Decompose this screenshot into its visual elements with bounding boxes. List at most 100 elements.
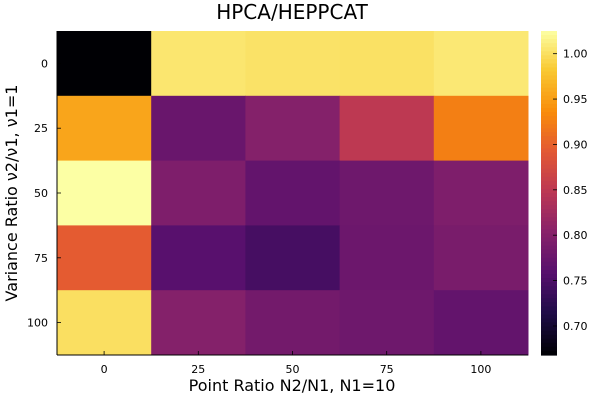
- colorbar-segment: [541, 205, 557, 210]
- heatmap-cell: [433, 290, 529, 356]
- heatmap-cell: [245, 31, 341, 97]
- colorbar-segment: [541, 132, 557, 137]
- colorbar-segment: [541, 306, 557, 312]
- y-axis-label: Variance Ratio ν2/ν1, ν1=1: [2, 85, 21, 302]
- heatmap-cell: [245, 160, 341, 226]
- colorbar-segment: [541, 310, 557, 316]
- colorbar-segment: [541, 83, 557, 89]
- x-tick-label: 50: [286, 363, 300, 376]
- colorbar-segment: [541, 31, 557, 36]
- y-tick-label: 50: [34, 187, 48, 200]
- x-tick-label: 25: [191, 363, 205, 376]
- colorbar: 0.70 0.75 0.80 0.85 0.90 0.95 1.00: [541, 31, 588, 356]
- colorbar-segment: [541, 160, 557, 166]
- colorbar-segment: [541, 79, 557, 85]
- heatmap-cell: [57, 95, 152, 162]
- colorbar-segment: [541, 164, 557, 170]
- y-tick-label: 75: [34, 252, 48, 265]
- colorbar-tick-label: 0.80: [563, 229, 588, 242]
- colorbar-segment: [541, 172, 557, 178]
- x-tick-label: 0: [101, 363, 108, 376]
- colorbar-segment: [541, 59, 557, 64]
- colorbar-segment: [541, 225, 557, 231]
- colorbar-tick-label: 1.00: [563, 48, 588, 61]
- heatmap-cell: [57, 225, 152, 291]
- colorbar-tick-label: 0.70: [563, 320, 588, 333]
- colorbar-segment: [541, 156, 557, 162]
- heatmap-cell: [339, 160, 435, 226]
- heatmap-cell: [151, 160, 246, 226]
- y-tick-label: 0: [41, 57, 48, 70]
- colorbar-segment: [541, 342, 557, 348]
- colorbar-segment: [541, 257, 557, 263]
- heatmap-cell: [339, 290, 435, 356]
- colorbar-segment: [541, 51, 557, 56]
- colorbar-segment: [541, 209, 557, 214]
- colorbar-segment: [541, 144, 557, 150]
- colorbar-segment: [541, 265, 557, 271]
- heatmap-cell: [151, 290, 246, 356]
- heatmap-cell: [339, 95, 435, 162]
- colorbar-segment: [541, 217, 557, 222]
- colorbar-tick-label: 0.75: [563, 275, 588, 288]
- colorbar-segment: [541, 261, 557, 267]
- colorbar-segment: [541, 63, 557, 69]
- y-tick-label: 100: [27, 317, 48, 330]
- heatmap-cell: [57, 290, 152, 356]
- colorbar-segment: [541, 298, 557, 303]
- heatmap-cell: [151, 225, 246, 291]
- colorbar-segment: [541, 346, 557, 352]
- x-tick-label: 100: [470, 363, 491, 376]
- colorbar-tick-label: 0.90: [563, 138, 588, 151]
- colorbar-segment: [541, 274, 557, 279]
- colorbar-segment: [541, 99, 557, 105]
- colorbar-segment: [541, 197, 557, 202]
- colorbar-segment: [541, 253, 557, 259]
- colorbar-segment: [541, 152, 557, 158]
- heatmap-cell: [245, 225, 341, 291]
- heatmap-cell: [151, 95, 246, 162]
- colorbar-segment: [541, 318, 557, 324]
- heatmap-cell: [339, 31, 435, 97]
- heatmap-cells: [57, 31, 529, 356]
- colorbar-segment: [541, 213, 557, 218]
- colorbar-segment: [541, 249, 557, 255]
- colorbar-segment: [541, 112, 557, 117]
- heatmap-cell: [57, 31, 152, 97]
- colorbar-segment: [541, 334, 557, 340]
- colorbar-segment: [541, 136, 557, 141]
- colorbar-segment: [541, 294, 557, 299]
- colorbar-segment: [541, 180, 557, 186]
- colorbar-segment: [541, 176, 557, 182]
- colorbar-segment: [541, 330, 557, 336]
- colorbar-tick-label: 0.95: [563, 93, 588, 106]
- colorbar-segment: [541, 103, 557, 109]
- colorbar-segment: [541, 87, 557, 93]
- colorbar-segment: [541, 229, 557, 235]
- colorbar-segment: [541, 221, 557, 226]
- heatmap-cell: [245, 290, 341, 356]
- colorbar-segment: [541, 233, 557, 239]
- x-tick-labels: 0 25 50 75 100: [101, 351, 491, 376]
- x-tick-label: 75: [380, 363, 394, 376]
- colorbar-segment: [541, 290, 557, 295]
- heatmap-cell: [151, 31, 246, 97]
- y-tick-labels: 0 25 50 75 100: [27, 57, 61, 330]
- colorbar-segment: [541, 322, 557, 328]
- colorbar-segment: [541, 95, 557, 101]
- colorbar-segment: [541, 278, 557, 283]
- colorbar-segment: [541, 120, 557, 125]
- colorbar-segment: [541, 75, 557, 81]
- colorbar-segment: [541, 148, 557, 154]
- colorbar-segment: [541, 47, 557, 52]
- colorbar-segment: [541, 67, 557, 73]
- colorbar-segment: [541, 35, 557, 40]
- colorbar-segment: [541, 43, 557, 48]
- colorbar-segment: [541, 237, 557, 243]
- colorbar-segment: [541, 350, 557, 356]
- colorbar-segment: [541, 241, 557, 247]
- heatmap-cell: [245, 95, 341, 162]
- colorbar-segment: [541, 91, 557, 97]
- colorbar-segment: [541, 269, 557, 275]
